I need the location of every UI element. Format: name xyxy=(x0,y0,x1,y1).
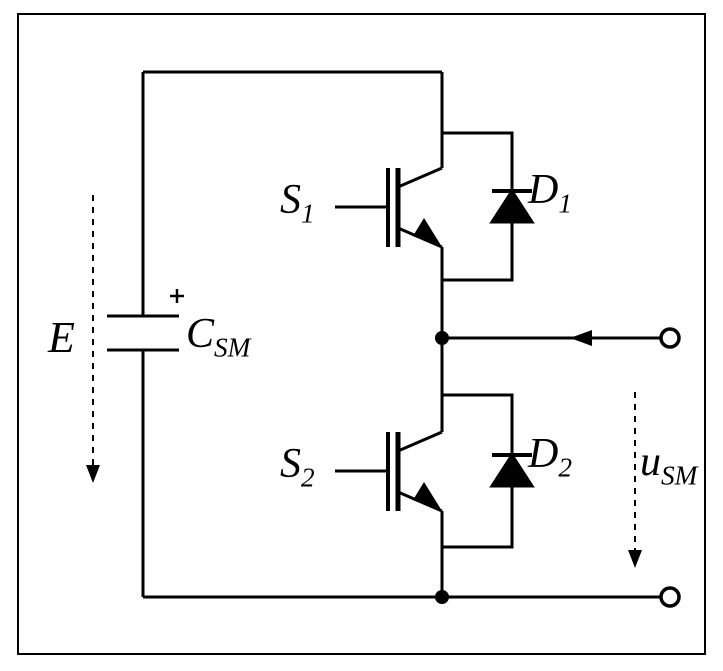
current-arrow-in xyxy=(570,330,592,346)
label-Csm: CSM xyxy=(186,310,250,363)
terminal-top xyxy=(661,329,679,347)
node-bottom xyxy=(435,590,449,604)
capacitor-plus xyxy=(170,289,184,303)
diode-d2 xyxy=(442,395,532,547)
igbt-s1 xyxy=(335,133,442,280)
diode-d1 xyxy=(442,133,532,280)
circuit-diagram: { "diagram": { "type": "circuit-schemati… xyxy=(0,0,723,671)
capacitor-csm xyxy=(107,316,179,350)
label-S1: S1 xyxy=(280,176,315,229)
label-S2: S2 xyxy=(280,440,315,493)
frame-border xyxy=(18,14,705,654)
label-usm: uSM xyxy=(640,438,697,491)
label-E: E xyxy=(48,312,75,363)
schematic-svg xyxy=(0,0,723,671)
label-D1: D1 xyxy=(528,166,572,219)
label-D2: D2 xyxy=(528,430,572,483)
igbt-s2 xyxy=(335,395,442,547)
node-mid xyxy=(435,331,449,345)
terminal-bottom xyxy=(661,588,679,606)
